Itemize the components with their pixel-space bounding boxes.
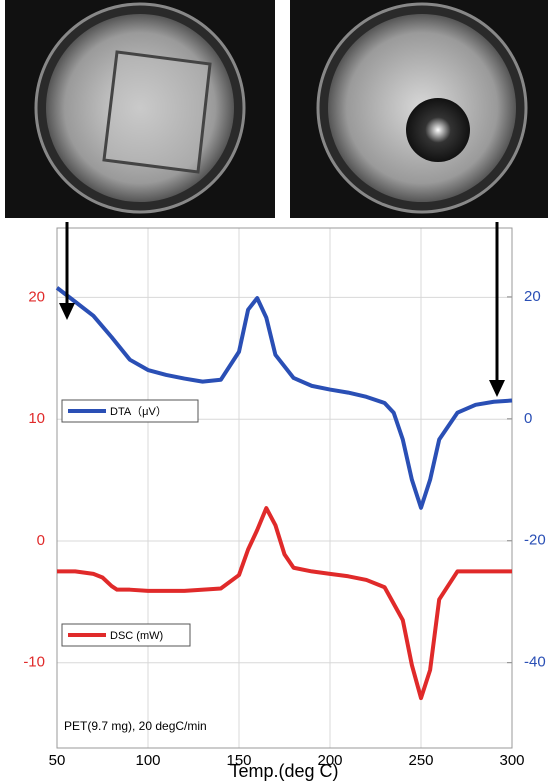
x-axis-label: Temp.(deg C) (229, 761, 338, 781)
y2-tick-label: 0 (524, 410, 532, 427)
y2-tick-label: 20 (524, 288, 541, 305)
y-tick-label: 10 (28, 410, 45, 427)
plot-frame (56, 227, 513, 749)
x-tick-label: 300 (499, 752, 524, 769)
x-tick-label: 150 (226, 752, 251, 769)
legend-label: DSC (mW) (110, 630, 163, 642)
photo-right (290, 0, 548, 218)
legend-box (61, 399, 199, 423)
y-tick-label: -10 (23, 654, 45, 671)
photo-left (5, 0, 275, 218)
x-tick-label: 100 (135, 752, 160, 769)
y-tick-label: 20 (28, 288, 45, 305)
y-tick-label: 0 (37, 532, 45, 549)
y2-tick-label: -40 (524, 654, 546, 671)
arrows (59, 222, 505, 397)
annotation: PET(9.7 mg), 20 degC/min (64, 719, 207, 733)
data-line (57, 506, 512, 701)
data-line (55, 286, 513, 510)
legend-label: DTA（μV） (110, 405, 167, 418)
x-tick-label: 250 (408, 752, 433, 769)
x-tick-label: 200 (317, 752, 342, 769)
legend-box (61, 623, 191, 647)
plot-area: 50 100 150 200 250 300 -10 0 10 20 -40 -20 0 20 DSC (m… (23, 227, 546, 769)
x-tick-label: 50 (49, 752, 66, 769)
y2-tick-label: -20 (524, 532, 546, 549)
